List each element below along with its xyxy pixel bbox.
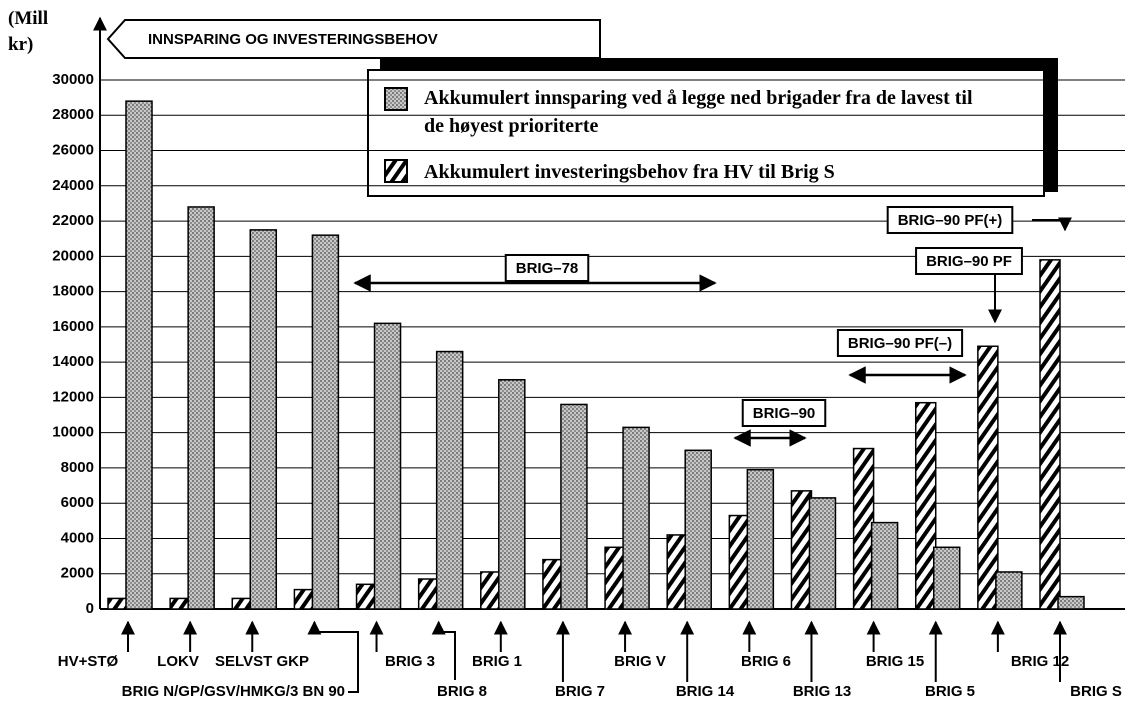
y-tick-label: 18000 bbox=[52, 283, 94, 300]
y-tick-label: 12000 bbox=[52, 388, 94, 405]
y-tick-label: 10000 bbox=[52, 424, 94, 441]
annotation-arrow bbox=[1032, 217, 1072, 232]
x-tick-label: BRIG 15 bbox=[866, 653, 924, 670]
x-tick-label: LOKV bbox=[157, 653, 199, 670]
x-tick-label: BRIG V bbox=[614, 653, 666, 670]
annotation-box bbox=[915, 247, 1023, 275]
x-tick-label: BRIG 5 bbox=[925, 683, 975, 700]
title-box bbox=[106, 19, 601, 59]
bar bbox=[790, 490, 813, 610]
y-tick-label: 16000 bbox=[52, 318, 94, 335]
bar bbox=[684, 449, 712, 610]
bar bbox=[932, 546, 961, 610]
bar bbox=[560, 403, 588, 610]
y-tick-label: 26000 bbox=[52, 142, 94, 159]
y-tick-label: 20000 bbox=[52, 247, 94, 264]
bar bbox=[1039, 259, 1061, 610]
y-axis-label: (Mill kr) bbox=[8, 8, 49, 55]
annotation-box bbox=[836, 329, 964, 357]
bar bbox=[498, 379, 526, 610]
bar bbox=[852, 447, 875, 610]
y-tick-label: 4000 bbox=[61, 529, 94, 546]
x-tick-label: BRIG 1 bbox=[472, 653, 522, 670]
bar bbox=[666, 534, 688, 610]
label-leader bbox=[431, 620, 456, 680]
x-tick-label: SELVST GKP bbox=[215, 653, 309, 670]
bar bbox=[417, 578, 440, 610]
annotation: BRIG–90 PF(–) bbox=[848, 335, 952, 352]
legend-swatch bbox=[384, 159, 408, 183]
bar bbox=[480, 571, 502, 610]
y-tick-label: 30000 bbox=[52, 71, 94, 88]
bar bbox=[231, 597, 254, 610]
annotation: BRIG–90 PF bbox=[926, 253, 1012, 270]
y-tick-label: 6000 bbox=[61, 494, 94, 511]
legend-label: Akkumulert investeringsbehov fra HV til … bbox=[424, 161, 835, 183]
x-tick-label: HV+STØ bbox=[58, 653, 119, 670]
y-tick-label: 14000 bbox=[52, 353, 94, 370]
y-tick-label: 24000 bbox=[52, 177, 94, 194]
bar bbox=[373, 322, 402, 610]
bar bbox=[1057, 595, 1085, 610]
x-tick-label: BRIG 14 bbox=[676, 683, 735, 700]
bar bbox=[293, 588, 316, 610]
bar bbox=[808, 497, 837, 610]
bar bbox=[977, 345, 999, 610]
bar bbox=[728, 514, 751, 610]
x-tick-label: BRIG S bbox=[1070, 683, 1122, 700]
x-tick-label: BRIG 12 bbox=[1011, 653, 1069, 670]
x-tick-label: BRIG 8 bbox=[437, 683, 487, 700]
bar bbox=[622, 426, 650, 610]
bar bbox=[542, 558, 564, 610]
x-tick-label: BRIG 7 bbox=[555, 683, 605, 700]
bar bbox=[355, 583, 378, 610]
bar bbox=[435, 350, 464, 610]
bar bbox=[311, 234, 340, 610]
bar bbox=[169, 597, 191, 610]
chart-title: INNSPARING OG INVESTERINGSBEHOV bbox=[148, 31, 438, 48]
legend-box bbox=[367, 69, 1045, 197]
y-tick-label: 2000 bbox=[61, 565, 94, 582]
bar bbox=[995, 571, 1023, 610]
y-tick-label: 0 bbox=[86, 600, 94, 617]
bar bbox=[604, 546, 626, 610]
y-tick-label: 28000 bbox=[52, 106, 94, 123]
bar bbox=[125, 100, 153, 610]
bar bbox=[249, 229, 278, 610]
x-tick-label: BRIG 13 bbox=[793, 683, 851, 700]
annotation-box bbox=[886, 206, 1014, 234]
y-tick-label: 22000 bbox=[52, 212, 94, 229]
label-leader bbox=[307, 620, 359, 693]
bar bbox=[914, 401, 937, 610]
bar bbox=[107, 597, 129, 610]
x-tick-label: BRIG 3 bbox=[385, 653, 435, 670]
y-tick-label: 8000 bbox=[61, 459, 94, 476]
x-tick-label: BRIG 6 bbox=[741, 653, 791, 670]
annotation: BRIG–90 bbox=[753, 405, 816, 422]
annotation: BRIG–90 PF(+) bbox=[898, 212, 1003, 229]
legend-swatch bbox=[384, 87, 408, 111]
annotation: BRIG–78 bbox=[516, 260, 579, 277]
legend-label: Akkumulert innsparing ved å legge ned br… bbox=[424, 87, 973, 137]
bar bbox=[870, 521, 899, 610]
annotation-box bbox=[741, 399, 827, 427]
bar bbox=[746, 468, 775, 610]
bar bbox=[187, 206, 215, 610]
x-tick-label: BRIG N/GP/GSV/HMKG/3 BN 90 bbox=[122, 683, 345, 700]
